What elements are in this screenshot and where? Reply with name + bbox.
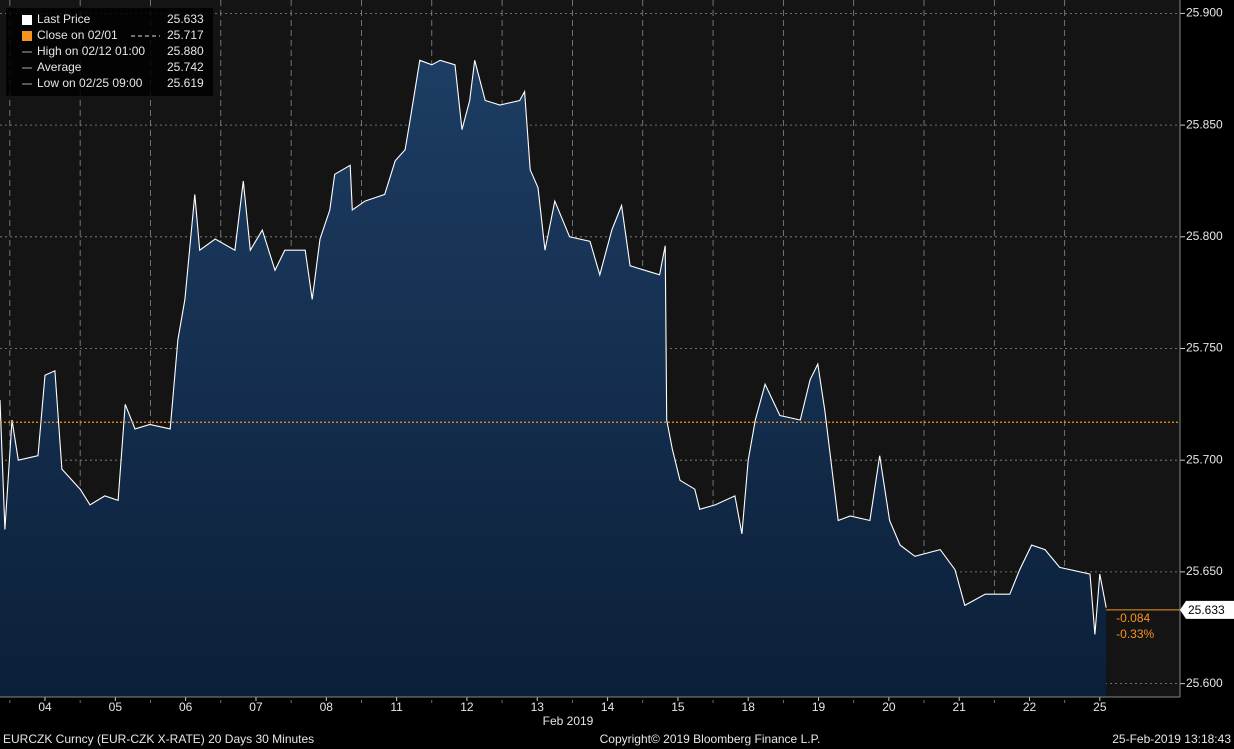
x-tick-label: 18 [742,700,756,714]
legend-value: 25.717 [167,28,204,42]
x-tick-label: 06 [179,700,193,714]
legend-label: High on 02/12 01:00 [37,44,145,58]
legend: Last Price 25.633 Close on 02/01 25.717 High… [6,8,213,96]
legend-swatch [22,15,32,25]
x-tick-label: 07 [249,700,263,714]
legend-label: Average [37,60,82,74]
x-tick-label: 19 [812,700,826,714]
footer-right: 25-Feb-2019 13:18:43 [1112,732,1231,746]
legend-value: 25.633 [167,12,204,26]
y-tick-label: 25.700 [1186,452,1223,466]
legend-box [6,8,213,96]
x-tick-label: 05 [109,700,123,714]
x-tick-label: 22 [1023,700,1037,714]
x-tick-label: 21 [953,700,967,714]
last-price-tag [1180,600,1234,619]
x-tick-label: 08 [320,700,334,714]
legend-swatch [22,31,32,41]
axes: 25.600 25.650 25.700 25.750 25.800 25.850 25.9… [0,0,1234,714]
x-tick-label: 14 [601,700,615,714]
x-tick-label: 12 [460,700,474,714]
legend-label: Low on 02/25 09:00 [37,76,143,90]
area [0,60,1107,698]
legend-value: 25.880 [167,44,204,58]
marks: -0.084 -0.33% [0,59,1180,698]
y-tick-label: 25.600 [1186,676,1223,690]
y-tick-label: 25.900 [1186,6,1223,20]
y-tick-label: 25.650 [1186,564,1223,578]
x-tick-label: 20 [882,700,896,714]
legend-value: 25.619 [167,76,204,90]
footer-left: EURCZK Curncy (EUR-CZK X-RATE) 20 Days 3… [3,732,314,746]
x-tick-label: 04 [38,700,52,714]
y-tick-label: 25.850 [1186,117,1223,131]
x-tick-label: 15 [671,700,685,714]
change-annotation: -0.084 [1116,611,1150,625]
x-tick-label: 13 [531,700,545,714]
legend-label: Last Price [37,12,91,26]
legend-label: Close on 02/01 [37,28,118,42]
price-line [0,59,1107,635]
x-tick-label: 25 [1093,700,1107,714]
y-tick-label: 25.800 [1186,229,1223,243]
footer-center: Copyright© 2019 Bloomberg Finance L.P. [600,732,821,746]
y-tick-label: 25.750 [1186,341,1223,355]
x-axis-label: Feb 2019 [543,714,594,728]
last-price-label: 25.633 [1188,603,1225,617]
legend-value: 25.742 [167,60,204,74]
change-annotation: -0.33% [1116,627,1154,641]
x-tick-label: 11 [390,700,403,714]
